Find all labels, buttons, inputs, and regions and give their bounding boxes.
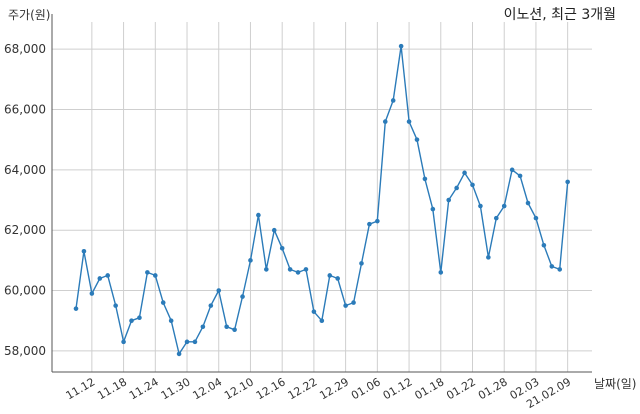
data-point [208, 303, 214, 308]
data-point [184, 339, 190, 345]
data-point [287, 267, 293, 272]
chart-title: 이노션, 최근 3개월 [503, 7, 616, 23]
x-tick-label: 12.04 [190, 375, 224, 402]
data-point [200, 324, 206, 330]
data-point [240, 294, 245, 299]
data-points [73, 43, 570, 357]
data-point [414, 137, 420, 142]
data-point [541, 242, 547, 248]
data-point [390, 98, 396, 103]
data-point [264, 267, 269, 272]
data-point [486, 255, 491, 260]
data-point [501, 203, 507, 209]
data-point [216, 288, 222, 293]
data-point [359, 261, 364, 266]
data-point [438, 270, 444, 275]
data-point [303, 267, 309, 272]
x-tick-label: 11.30 [159, 375, 193, 402]
x-tick-label: 11.18 [95, 375, 129, 402]
data-point [232, 327, 237, 333]
data-point [430, 206, 436, 212]
data-point [168, 318, 174, 324]
data-point [89, 291, 95, 296]
data-point [192, 339, 198, 345]
data-point [129, 318, 134, 324]
data-point [105, 273, 111, 278]
data-point [533, 215, 539, 221]
data-point [137, 315, 142, 320]
data-point [311, 309, 317, 314]
x-tick-label: 01.06 [349, 375, 383, 402]
y-axis-label: 주가(원) [8, 8, 51, 22]
data-point [81, 249, 87, 254]
x-tick-label: 12.29 [317, 375, 351, 402]
data-point [351, 300, 356, 305]
data-point [295, 270, 301, 275]
data-point [462, 170, 467, 176]
y-tick-label: 62,000 [4, 223, 46, 237]
data-point [113, 303, 118, 308]
data-point [145, 270, 150, 275]
x-tick-label: 12.16 [254, 375, 288, 402]
data-point [557, 267, 563, 272]
data-point [375, 218, 380, 224]
data-point [335, 276, 340, 281]
data-point [478, 203, 483, 209]
data-point [493, 215, 499, 221]
x-tick-label: 01.18 [413, 375, 447, 402]
data-point [398, 43, 404, 49]
data-point [97, 276, 103, 281]
data-point [256, 212, 261, 218]
x-axis-label: 날짜(일) [594, 377, 637, 391]
y-tick-label: 60,000 [4, 284, 46, 298]
axis-ticks: 58,000 60,000 62,000 64,000 66,000 68,000 11.1… [4, 42, 573, 411]
data-point [343, 303, 348, 308]
data-point [525, 200, 531, 206]
data-point [517, 173, 523, 179]
data-point [248, 258, 253, 263]
data-point [319, 318, 325, 324]
data-point [153, 273, 158, 278]
data-point [160, 300, 166, 305]
x-tick-label: 01.28 [476, 375, 510, 402]
data-point [279, 245, 285, 251]
data-point [224, 324, 229, 330]
y-tick-label: 64,000 [4, 163, 46, 177]
data-point [509, 167, 515, 173]
data-point [327, 273, 333, 278]
x-tick-label: 01.22 [444, 375, 478, 402]
data-point [121, 339, 126, 345]
data-point [73, 306, 79, 311]
price-line [75, 45, 569, 355]
data-point [382, 119, 388, 124]
data-point [454, 185, 459, 191]
data-point [446, 197, 452, 203]
y-tick-label: 58,000 [4, 344, 46, 358]
data-point [367, 221, 372, 227]
y-tick-label: 68,000 [4, 42, 46, 56]
data-point [406, 119, 412, 124]
data-point [565, 179, 570, 185]
x-tick-label: 01.12 [381, 375, 415, 402]
x-tick-label: 11.24 [127, 375, 161, 402]
y-tick-label: 66,000 [4, 103, 46, 117]
x-tick-label: 11.12 [64, 375, 98, 402]
data-point [176, 351, 182, 357]
data-point [422, 176, 428, 182]
x-tick-label: 12.10 [222, 375, 256, 402]
axes [51, 14, 592, 373]
data-point [271, 227, 277, 233]
data-point [470, 182, 475, 188]
data-point [549, 264, 555, 269]
x-tick-label: 12.22 [286, 375, 320, 402]
